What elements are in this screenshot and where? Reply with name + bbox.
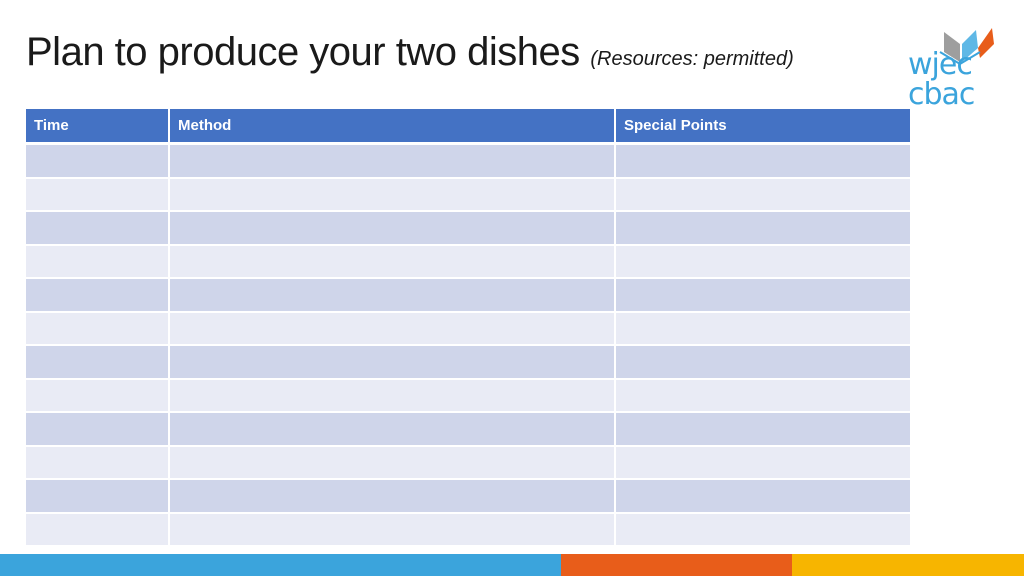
cell-time[interactable]: [26, 479, 170, 514]
title-subtitle: (Resources: permitted): [590, 48, 794, 70]
cell-special-points[interactable]: [615, 177, 910, 212]
footer-segment-blue: [0, 554, 561, 576]
cell-time[interactable]: [26, 278, 170, 313]
cell-special-points[interactable]: [615, 378, 910, 413]
table-row: [26, 445, 910, 480]
cell-method[interactable]: [169, 143, 616, 179]
cell-method[interactable]: [169, 378, 616, 413]
cell-method[interactable]: [169, 311, 616, 346]
cell-time[interactable]: [26, 143, 170, 179]
table-row: [26, 244, 910, 279]
table-row: [26, 512, 910, 547]
cell-special-points[interactable]: [615, 278, 910, 313]
cell-time[interactable]: [26, 345, 170, 380]
cell-method[interactable]: [169, 445, 616, 480]
cell-time[interactable]: [26, 311, 170, 346]
plan-table: Time Method Special Points: [26, 109, 910, 547]
cell-special-points[interactable]: [615, 211, 910, 246]
cell-method[interactable]: [169, 512, 616, 547]
table-row: [26, 479, 910, 514]
cell-method[interactable]: [169, 412, 616, 447]
table-row: [26, 412, 910, 447]
cell-special-points[interactable]: [615, 345, 910, 380]
cell-time[interactable]: [26, 244, 170, 279]
logo-line-1: wjec: [908, 47, 973, 82]
column-header-special-points: Special Points: [615, 109, 910, 145]
cell-time[interactable]: [26, 512, 170, 547]
footer-segment-orange: [561, 554, 792, 576]
title-main: Plan to produce your two dishes: [26, 30, 580, 74]
cell-special-points[interactable]: [615, 244, 910, 279]
column-header-method: Method: [169, 109, 616, 145]
footer-segment-yellow: [792, 554, 1024, 576]
page-title: Plan to produce your two dishes (Resourc…: [26, 30, 794, 75]
cell-time[interactable]: [26, 211, 170, 246]
footer-color-bar: [0, 554, 1024, 576]
book-icon: [939, 28, 994, 66]
cell-special-points[interactable]: [615, 445, 910, 480]
cell-special-points[interactable]: [615, 412, 910, 447]
cell-time[interactable]: [26, 412, 170, 447]
column-header-time: Time: [26, 109, 170, 145]
cell-special-points[interactable]: [615, 143, 910, 179]
cell-method[interactable]: [169, 479, 616, 514]
cell-method[interactable]: [169, 345, 616, 380]
table-row: [26, 143, 910, 179]
cell-time[interactable]: [26, 445, 170, 480]
cell-special-points[interactable]: [615, 512, 910, 547]
table-body: [26, 143, 910, 547]
cell-time[interactable]: [26, 378, 170, 413]
table-row: [26, 211, 910, 246]
cell-method[interactable]: [169, 211, 616, 246]
cell-method[interactable]: [169, 177, 616, 212]
cell-method[interactable]: [169, 278, 616, 313]
table-row: [26, 278, 910, 313]
table-row: [26, 345, 910, 380]
logo-line-2: cbac: [908, 77, 975, 112]
logo-wordmark: wjec cbac: [908, 50, 996, 110]
table-row: [26, 378, 910, 413]
cell-time[interactable]: [26, 177, 170, 212]
cell-method[interactable]: [169, 244, 616, 279]
table-row: [26, 177, 910, 212]
table-row: [26, 311, 910, 346]
cell-special-points[interactable]: [615, 479, 910, 514]
cell-special-points[interactable]: [615, 311, 910, 346]
table-header-row: Time Method Special Points: [26, 109, 910, 145]
